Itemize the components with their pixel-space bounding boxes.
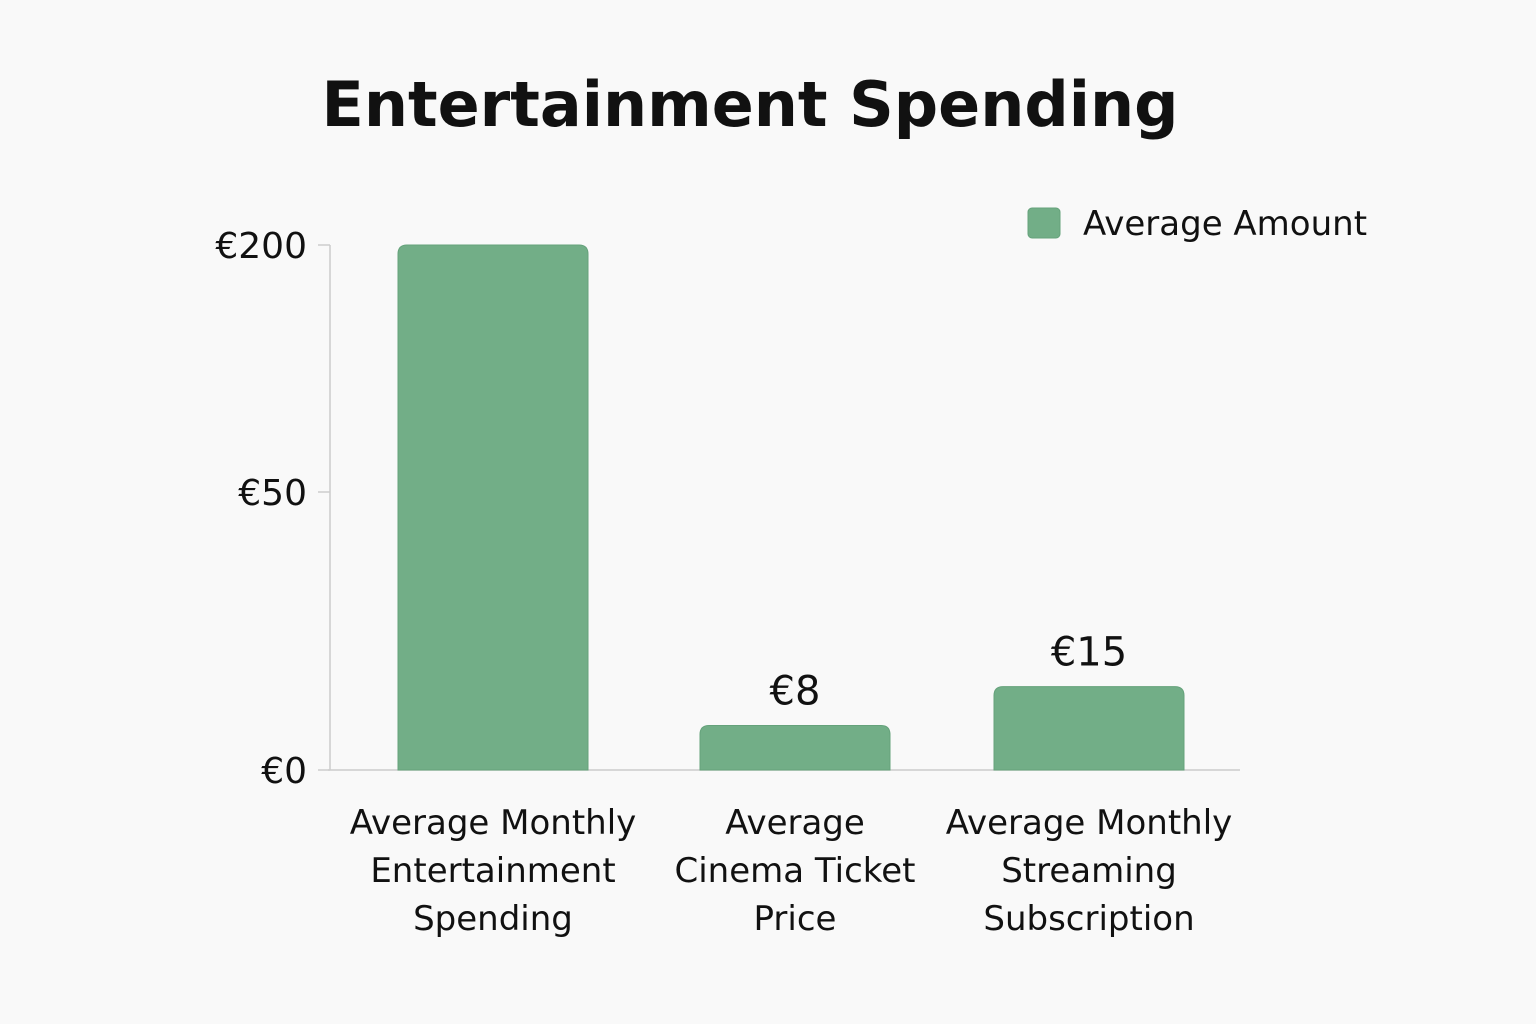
x-category-label-line: Entertainment <box>370 851 615 891</box>
chart-title: Entertainment Spending <box>321 68 1178 141</box>
x-category-label-line: Spending <box>413 899 573 939</box>
value-label: €8 <box>770 669 821 715</box>
bar <box>397 244 589 771</box>
y-tick-label: €0 <box>261 751 307 792</box>
x-category-label: Average Monthly Entertainment Spending <box>350 803 637 939</box>
x-category-label-line: Streaming <box>1001 851 1177 891</box>
x-category-label: Average Monthly Streaming Subscription <box>946 803 1233 939</box>
value-label: €15 <box>1051 630 1127 676</box>
y-tick-label: €200 <box>215 226 307 267</box>
x-category-label-line: Cinema Ticket <box>674 851 915 891</box>
x-category-label-line: Average <box>725 803 865 843</box>
labels: Average Monthly Entertainment Spending €8 Av… <box>350 630 1233 939</box>
y-tick-label: €50 <box>238 473 307 514</box>
x-category-label: Average Cinema Ticket Price <box>674 803 915 939</box>
x-category-label-line: Price <box>754 899 837 939</box>
legend: Average Amount <box>1027 204 1367 244</box>
x-category-label-line: Subscription <box>983 899 1194 939</box>
bar <box>699 725 891 771</box>
bar <box>993 686 1185 771</box>
bars <box>397 244 1185 771</box>
x-category-label-line: Average Monthly <box>946 803 1233 843</box>
legend-swatch <box>1027 207 1061 239</box>
legend-label: Average Amount <box>1083 204 1367 244</box>
x-category-label-line: Average Monthly <box>350 803 637 843</box>
